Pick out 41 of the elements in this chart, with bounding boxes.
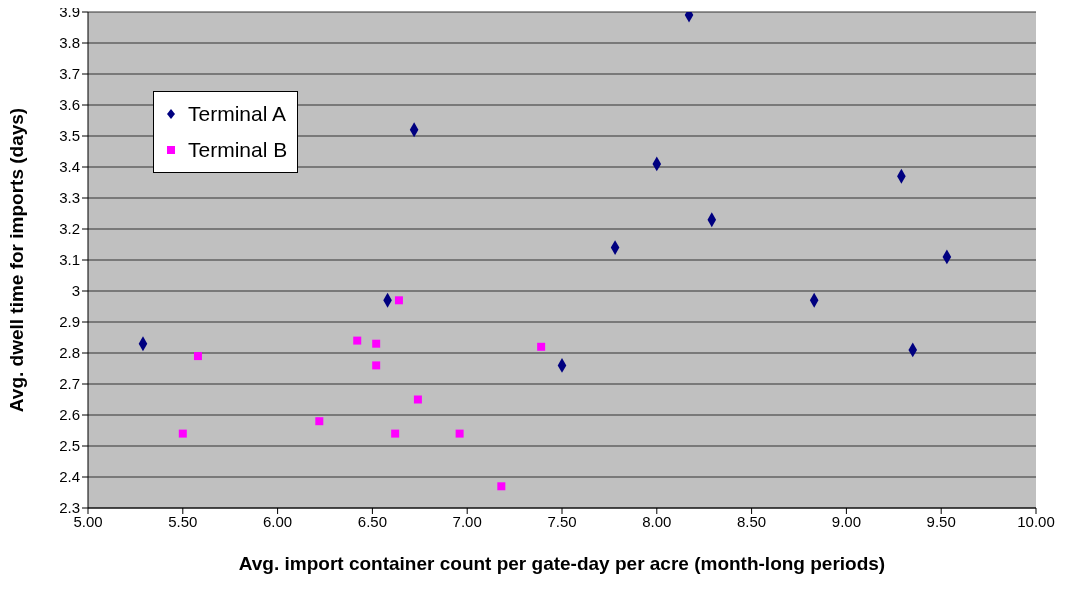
point	[537, 342, 546, 351]
y-tick-label: 3.3	[59, 189, 80, 207]
x-tick-label: 9.00	[831, 512, 861, 530]
x-axis-title: Avg. import container count per gate-day per acre (month-long periods)	[238, 553, 886, 574]
y-tick-label: 3.8	[59, 34, 80, 52]
y-tick-label: 3.1	[59, 251, 80, 269]
y-tick-label: 3	[71, 282, 80, 300]
point	[372, 339, 381, 348]
x-tick-label: 8.50	[737, 512, 767, 530]
point	[193, 352, 202, 361]
y-tick-label: 2.9	[59, 313, 80, 331]
legend-label: Terminal B	[188, 137, 288, 163]
x-tick-label: 7.50	[547, 512, 577, 530]
point	[178, 429, 187, 438]
y-tick-label: 2.7	[59, 375, 80, 393]
y-tick-label: 3.5	[59, 127, 80, 145]
y-tick-label: 2.8	[59, 344, 80, 362]
x-tick-label: 9.50	[926, 512, 956, 530]
point	[391, 429, 400, 438]
y-tick-label: 2.4	[59, 468, 80, 486]
x-tick-label: 7.00	[452, 512, 482, 530]
x-tick-label: 8.00	[642, 512, 672, 530]
y-tick-label: 3.2	[59, 220, 80, 238]
y-tick-label: 3.4	[59, 158, 80, 176]
x-tick-label: 6.50	[357, 512, 387, 530]
point	[315, 417, 324, 426]
y-tick-label: 2.5	[59, 437, 80, 455]
y-axis-title: Avg. dwell time for imports (days)	[5, 107, 27, 413]
x-tick-label: 10.00	[1017, 512, 1055, 530]
point	[394, 296, 403, 305]
point	[413, 395, 422, 404]
point	[455, 429, 464, 438]
y-tick-label: 3.6	[59, 96, 80, 114]
y-tick-label: 3.7	[59, 65, 80, 83]
x-tick-label: 6.00	[263, 512, 293, 530]
point	[372, 361, 381, 370]
x-tick-label: 5.50	[168, 512, 198, 530]
point	[353, 336, 362, 345]
y-tick-label: 2.6	[59, 406, 80, 424]
legend-label: Terminal A	[188, 101, 287, 127]
point	[497, 482, 506, 491]
